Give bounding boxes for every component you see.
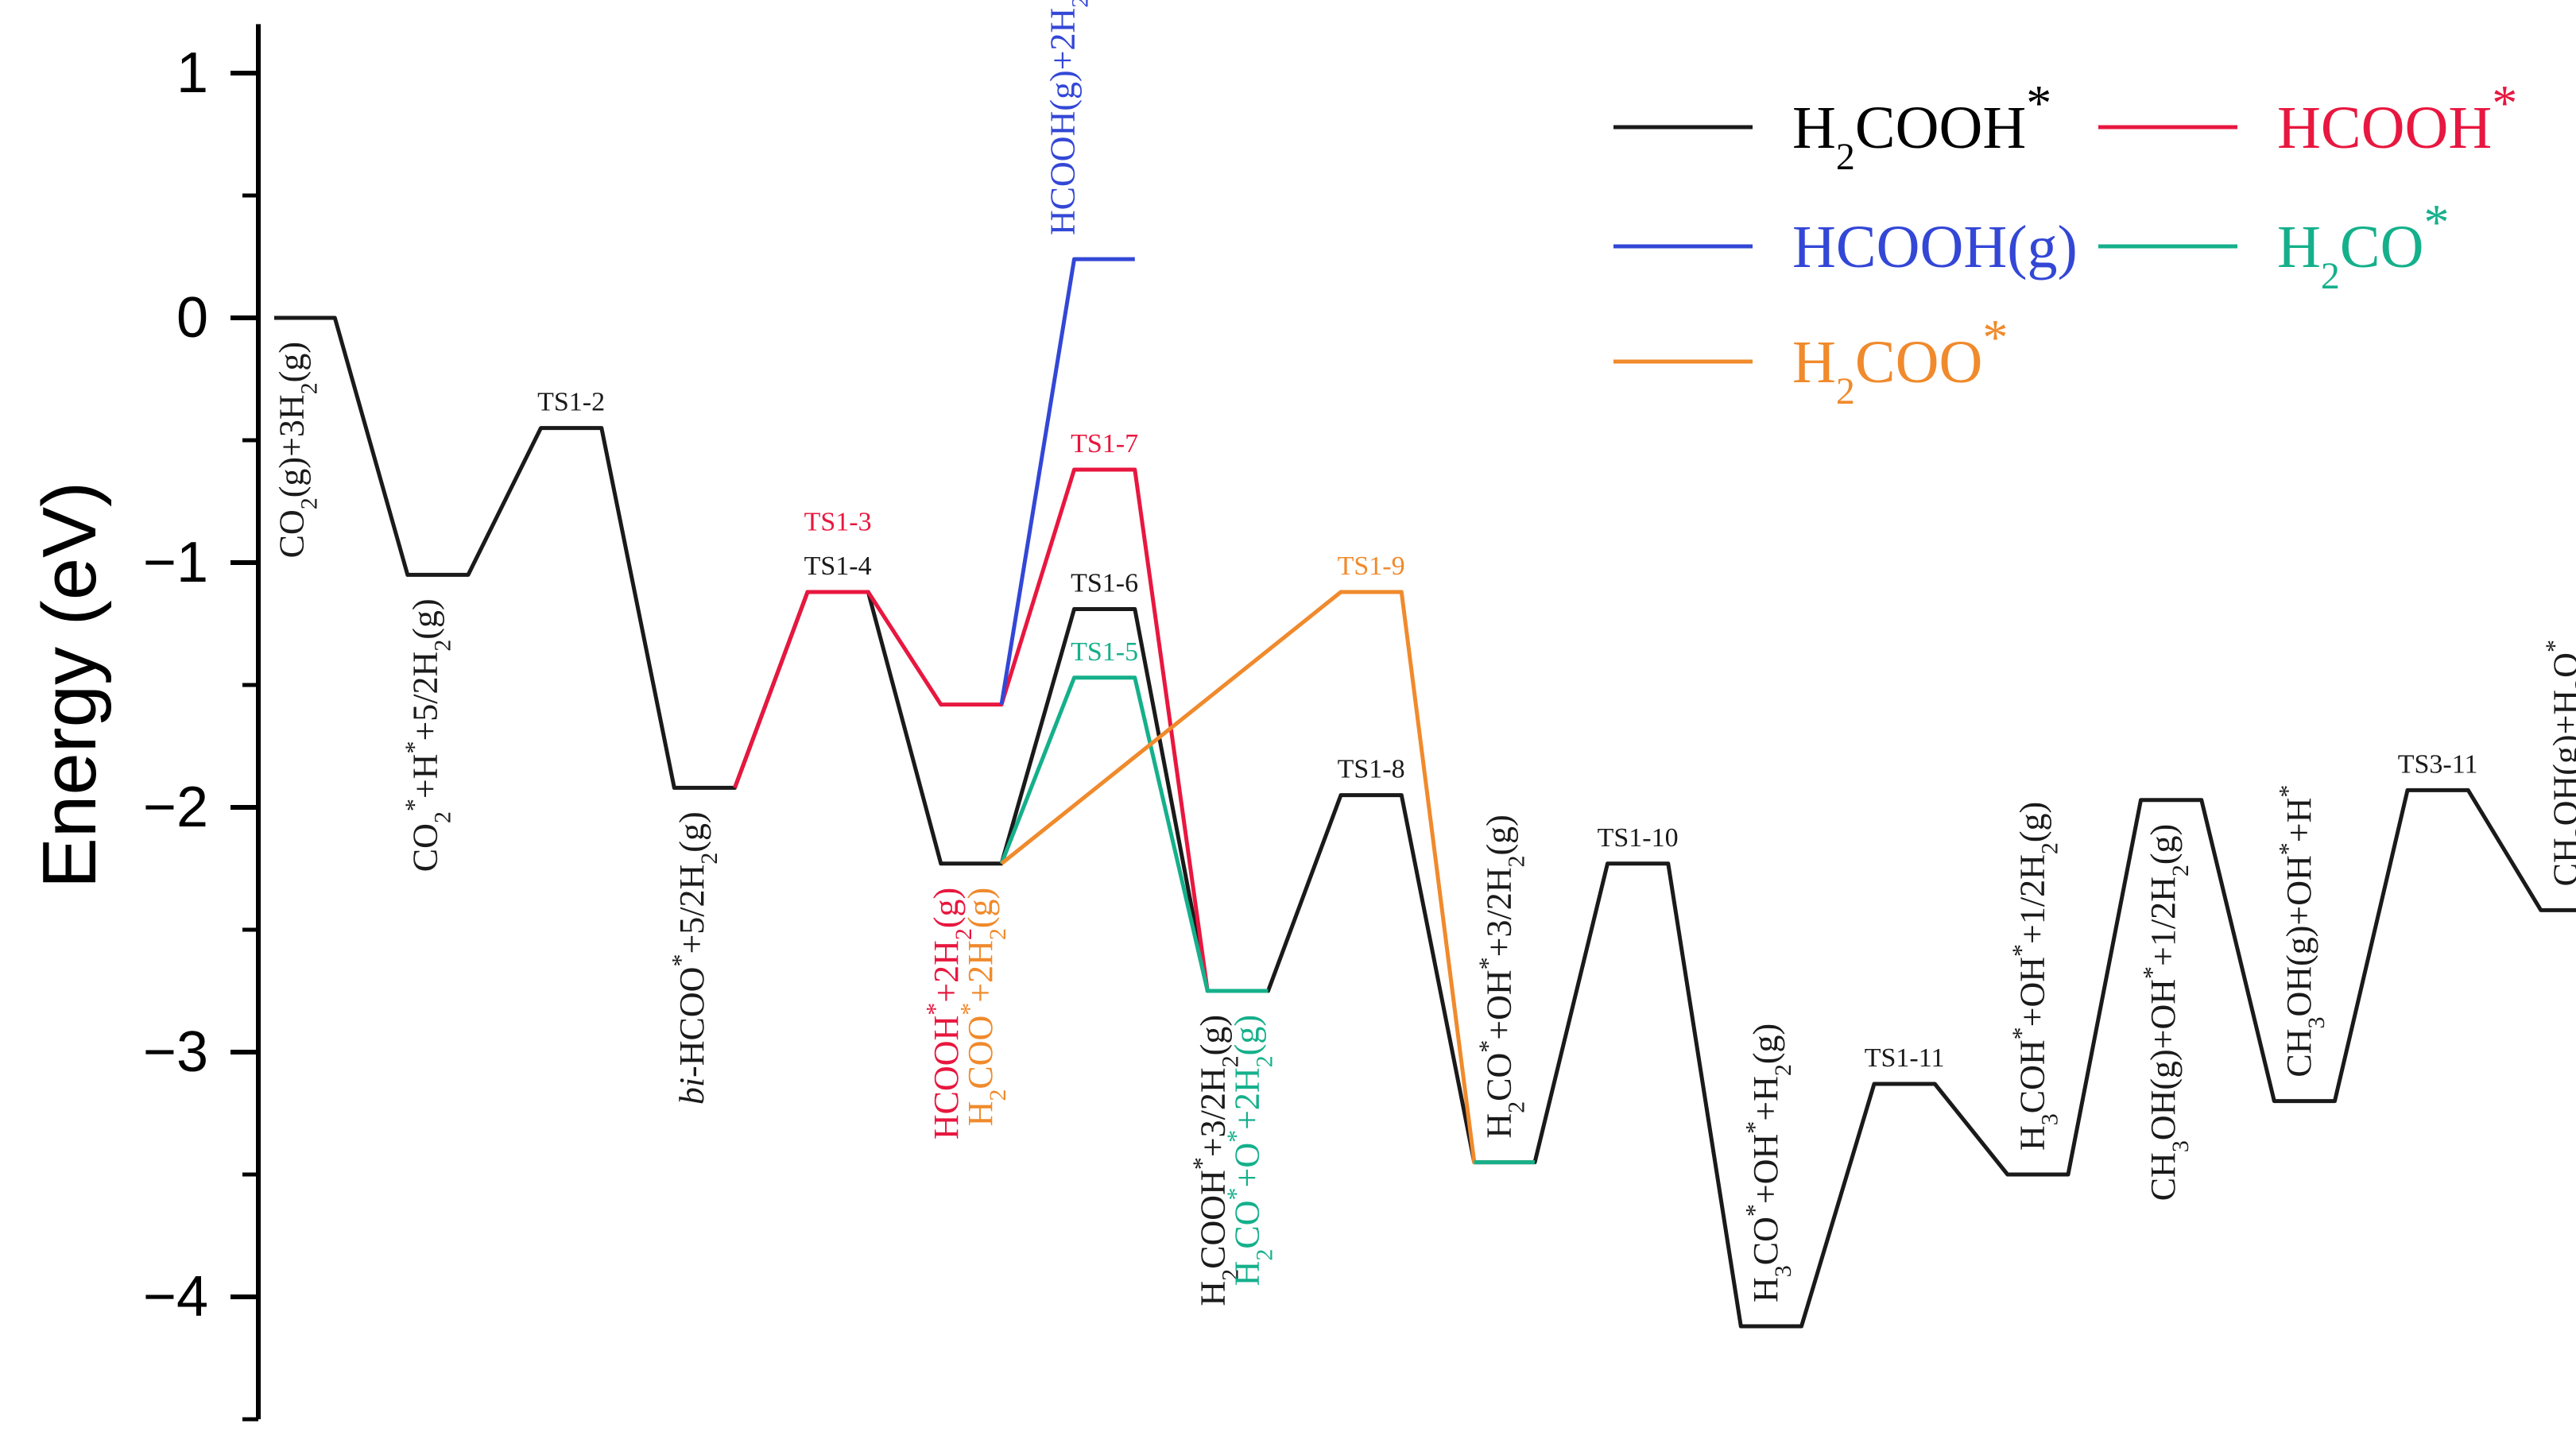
state-label-h2cooh-3-2h2-g: H2COOH*+3/2H2(g) [1187,1015,1244,1306]
y-tick-label: 0 [176,286,208,350]
ts-label-ts1-11: TS1-11 [1865,1043,1945,1073]
y-tick-label: −1 [143,531,208,594]
series-lines [274,257,2576,1329]
y-axis-label: Energy (eV) [27,482,112,888]
ts-label-ts1-3: TS1-3 [804,508,872,537]
state-label-hcooh-2h2-g: HCOOH*+2H2(g) [920,888,977,1140]
state-label-co2-h-5-2h2-g: CO2*+H*+5/2H2(g) [399,598,455,872]
legend-label: H2CO* [2277,194,2449,297]
state-label-co2-g-3h2-g: CO2(g)+3H2(g) [273,342,323,558]
series-line-hcooh-g [999,257,1135,706]
ts-label-ts1-5: TS1-5 [1071,637,1138,667]
legend-entry-h2co: H2CO* [2098,194,2449,297]
series-line-h2co [999,675,1269,993]
ts-label-ts1-2: TS1-2 [537,388,605,417]
ts-label-ts1-9: TS1-9 [1338,551,1405,581]
state-label-h2co-oh-3-2h2-g: H2CO*+OH*+3/2H2(g) [1474,815,1530,1138]
state-label-bi-hcoo-5-2h2-g: bi-HCOO*+5/2H2(g) [666,811,722,1105]
ts-label-ts1-4: TS1-4 [804,551,872,581]
state-label-hcooh-g-2h2-g: HCOOH(g)+2H2(g) [1044,0,1094,235]
series-line-hcooh [733,467,1210,992]
legend-entry-hcooh-g: HCOOH(g) [1613,214,2078,281]
y-tick-label: −4 [143,1265,208,1329]
ts-label-ts1-10: TS1-10 [1598,823,1679,853]
legend-entry-h2coo: H2COO* [1613,309,2008,412]
legend-label: H2COOH* [1792,75,2051,178]
ts-label-ts3-11: TS3-11 [2398,749,2478,779]
state-labels: CO2(g)+3H2(g) CO2*+H*+5/2H2(g) bi-HCOO*+5/… [273,0,2576,1306]
y-tick-label: −2 [143,776,208,839]
legend-label: H2COO* [1792,309,2008,412]
state-label-ch3oh-g-oh-1-2h2-g: CH3OH(g)+OH*+1/2H2(g) [2137,824,2194,1202]
legend-label: HCOOH* [2277,75,2517,162]
state-label-h3coh-oh-1-2h2-g: H3COH*+OH*+1/2H2(g) [2007,802,2063,1151]
transition-state-labels: TS1-2 TS1-3 TS1-4 TS1-7 TS1-6 TS1-5 TS1-9 TS1-8… [537,388,2477,1073]
state-label-h2co-o-2h2-g: H2CO*+O*+2H2(g) [1221,1015,1277,1286]
state-label-h3co-oh-h2-g: H3CO*+OH*+H2(g) [1740,1024,1796,1302]
state-label-h2coo-2h2-g: H2COO*+2H2(g) [955,888,1011,1127]
legend-entry-h2cooh: H2COOH* [1613,75,2051,178]
ts-label-ts1-8: TS1-8 [1338,755,1405,784]
y-axis: 1 0 −1 −2 −3 −4 [143,24,261,1422]
state-label-ch3oh-g-oh-h: CH3OH(g)+OH*+H* [2273,785,2330,1078]
ts-label-ts1-6: TS1-6 [1071,569,1138,598]
legend-label: HCOOH(g) [1792,214,2078,281]
series-line-h2cooh [274,315,2576,1329]
ts-label-ts1-7: TS1-7 [1071,429,1138,459]
legend: H2COOH* HCOOH* HCOOH(g) H2CO* H2COO* [1613,75,2517,412]
legend-entry-hcooh: HCOOH* [2098,75,2517,162]
y-tick-label: −3 [143,1020,208,1084]
state-label-ch3oh-g-h2o: CH3OH(g)+H2O* [2540,640,2576,886]
y-tick-label: 1 [176,41,208,105]
